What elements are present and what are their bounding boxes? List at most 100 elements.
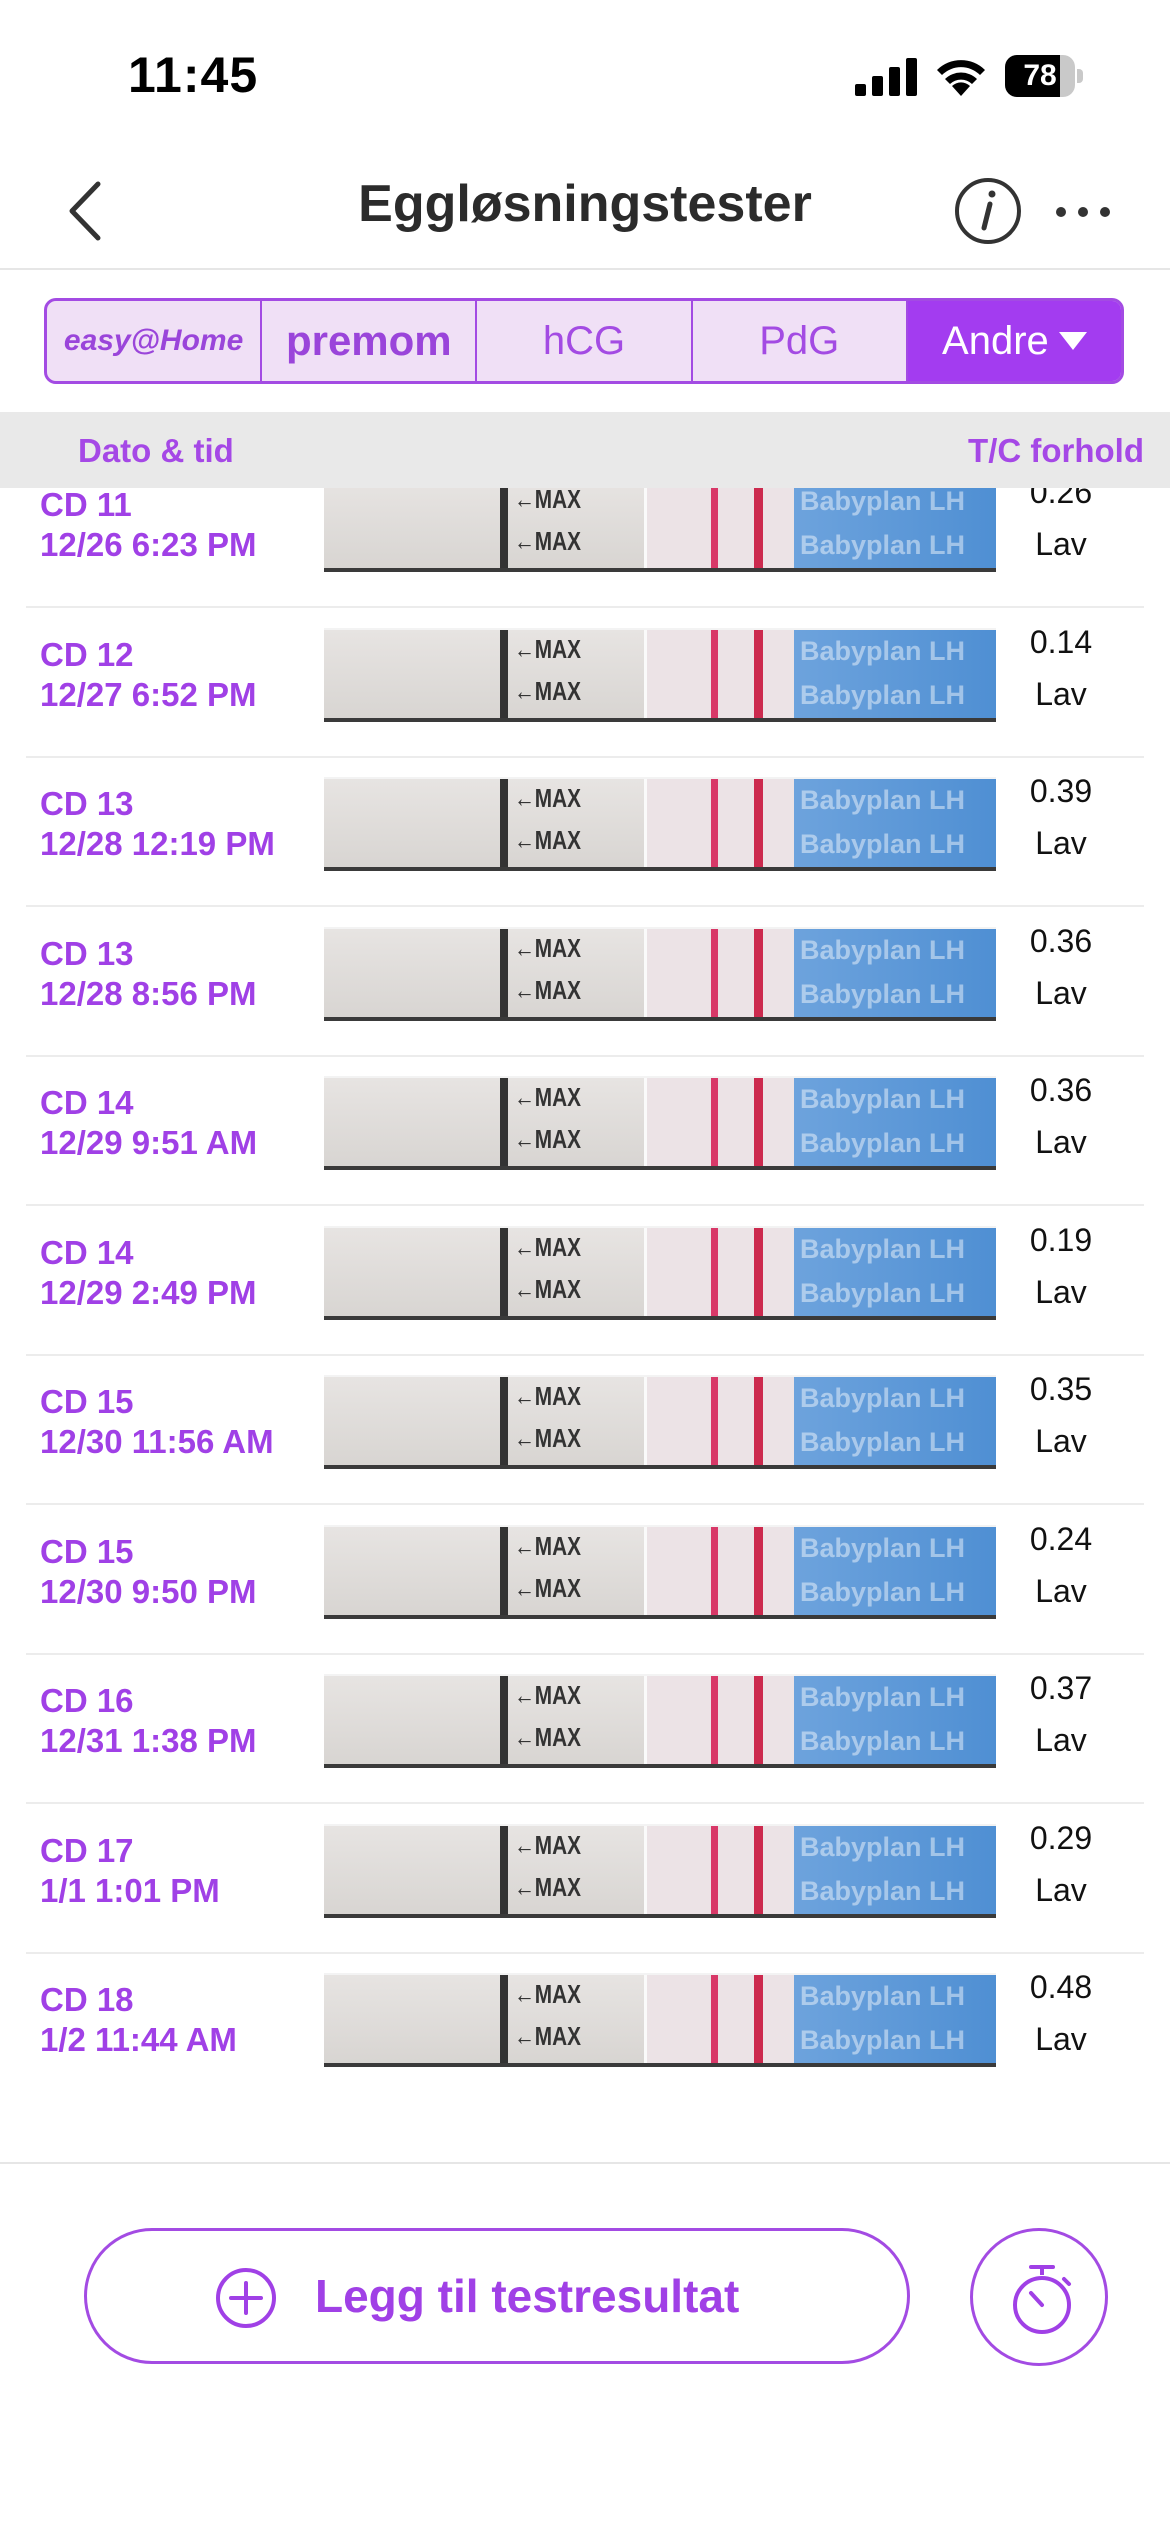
tc-ratio-value: 0.35 <box>1029 1371 1093 1407</box>
control-line <box>754 1377 763 1465</box>
control-line <box>754 1227 763 1316</box>
cycle-day: CD 15 <box>40 1532 134 1570</box>
max-label: ←MAX <box>514 1231 582 1262</box>
control-line <box>754 1078 763 1166</box>
strip-brand-label: Babyplan LH <box>800 978 966 1009</box>
table-row[interactable]: CD 14 12/29 9:51 AM ←MAX ←MAX Babyplan LH Bab… <box>26 1056 1144 1206</box>
timer-button[interactable] <box>970 2228 1108 2366</box>
max-label: ←MAX <box>514 1530 582 1561</box>
strip-brand-label: Babyplan LH <box>800 1233 966 1264</box>
test-strip-photo[interactable]: ←MAX ←MAX Babyplan LH Babyplan LH <box>324 926 996 1021</box>
test-line <box>711 488 718 568</box>
test-strip-photo[interactable]: ←MAX ←MAX Babyplan LH Babyplan LH <box>324 1225 996 1320</box>
result-level: Lav <box>1035 1871 1087 1908</box>
strip-brand-label: Babyplan LH <box>800 1831 966 1862</box>
cycle-day: CD 15 <box>40 1383 134 1420</box>
max-label: ←MAX <box>514 1273 582 1304</box>
table-row[interactable]: CD 17 1/1 1:01 PM ←MAX ←MAX Babyplan LH Babyp… <box>26 1804 1144 1954</box>
add-test-result-label: Legg til testresultat <box>315 2270 740 2322</box>
test-strip-photo[interactable]: ←MAX ←MAX Babyplan LH Babyplan LH <box>324 1674 996 1768</box>
max-label: ←MAX <box>514 1979 582 2009</box>
result-level: Lav <box>1035 974 1087 1011</box>
test-line <box>711 1377 718 1465</box>
chevron-left-icon[interactable] <box>62 178 112 244</box>
test-line <box>711 1526 718 1615</box>
tab-label: premom <box>285 317 452 364</box>
strip-brand-label: Babyplan LH <box>800 1128 966 1158</box>
strip-brand-label: Babyplan LH <box>800 635 966 666</box>
max-label: ←MAX <box>514 1680 582 1710</box>
info-icon[interactable] <box>953 176 1023 246</box>
test-strip-photo[interactable]: ←MAX ←MAX Babyplan LH Babyplan LH <box>324 627 996 722</box>
result-level: Lav <box>1035 1124 1087 1160</box>
test-line <box>711 1825 718 1914</box>
test-results-list: CD 11 12/26 6:23 PM ←MAX ←MAX Babyplan LH Bab… <box>0 488 1170 2100</box>
test-strip-photo[interactable]: ←MAX ←MAX Babyplan LH Babyplan LH <box>324 1076 996 1170</box>
column-header-date-time: Dato & tid <box>78 432 234 469</box>
tc-ratio-value: 0.39 <box>1029 773 1093 809</box>
max-label: ←MAX <box>514 1124 582 1154</box>
cycle-day: CD 12 <box>40 635 134 673</box>
result-level: Lav <box>1035 825 1087 861</box>
divider <box>0 2162 1170 2164</box>
max-label: ←MAX <box>514 1572 582 1603</box>
table-row[interactable]: CD 12 12/27 6:52 PM ←MAX ←MAX Babyplan LH Bab… <box>26 608 1144 758</box>
table-header: Dato & tid T/C forhold <box>0 412 1170 488</box>
cycle-day: CD 14 <box>40 1233 134 1271</box>
column-header-tc-ratio: T/C forhold <box>968 432 1144 469</box>
max-label: ←MAX <box>514 1381 582 1411</box>
tc-ratio-value: 0.37 <box>1029 1670 1093 1706</box>
control-line <box>754 1676 763 1764</box>
tab-pdg[interactable]: PdG <box>693 301 908 381</box>
tab-easy-at-home[interactable]: easy@Home <box>47 301 263 381</box>
test-strip-photo[interactable]: ←MAX ←MAX Babyplan LH Babyplan LH <box>324 1973 996 2067</box>
test-strip-photo[interactable]: ←MAX ←MAX Babyplan LH Babyplan LH <box>324 1823 996 1918</box>
table-row[interactable]: CD 15 12/30 11:56 AM ←MAX ←MAX Babyplan LH Ba… <box>26 1355 1144 1505</box>
test-strip-photo[interactable]: ←MAX ←MAX Babyplan LH Babyplan LH <box>324 488 996 572</box>
max-label: ←MAX <box>514 1082 582 1112</box>
strip-brand-label: Babyplan LH <box>800 1532 966 1563</box>
max-label: ←MAX <box>514 526 582 556</box>
max-label: ←MAX <box>514 1829 582 1860</box>
cycle-day: CD 17 <box>40 1831 134 1869</box>
max-label: ←MAX <box>514 488 582 514</box>
table-row[interactable]: CD 18 1/2 11:44 AM ←MAX ←MAX Babyplan LH Baby… <box>26 1953 1144 2100</box>
table-row[interactable]: CD 14 12/29 2:49 PM ←MAX ←MAX Babyplan LH Bab… <box>26 1206 1144 1356</box>
tc-ratio-value: 0.19 <box>1029 1221 1093 1258</box>
ellipsis-icon[interactable] <box>1053 204 1113 220</box>
control-line <box>754 488 763 568</box>
cycle-day: CD 18 <box>40 1981 134 2018</box>
tab-premom[interactable]: premom <box>262 301 478 381</box>
control-line <box>754 928 763 1017</box>
result-level: Lav <box>1035 526 1087 562</box>
test-datetime: 12/29 2:49 PM <box>40 1273 257 1311</box>
strip-brand-label: Babyplan LH <box>800 785 966 815</box>
tab-andre[interactable]: Andre <box>907 301 1121 381</box>
test-datetime: 1/1 1:01 PM <box>40 1871 220 1909</box>
result-level: Lav <box>1035 1722 1087 1758</box>
test-datetime: 12/27 6:52 PM <box>40 675 257 713</box>
add-test-result-button[interactable]: Legg til testresultat <box>84 2228 910 2364</box>
test-datetime: 12/28 8:56 PM <box>40 974 257 1012</box>
cycle-day: CD 13 <box>40 785 134 822</box>
max-label: ←MAX <box>514 675 582 706</box>
cycle-day: CD 11 <box>40 488 132 523</box>
test-datetime: 12/26 6:23 PM <box>40 526 257 563</box>
battery-icon: 78 <box>1005 55 1083 97</box>
strip-brand-label: Babyplan LH <box>800 1682 966 1712</box>
test-strip-photo[interactable]: ←MAX ←MAX Babyplan LH Babyplan LH <box>324 1524 996 1619</box>
table-row[interactable]: CD 16 12/31 1:38 PM ←MAX ←MAX Babyplan LH Bab… <box>26 1654 1144 1804</box>
cycle-day: CD 14 <box>40 1084 134 1121</box>
table-row[interactable]: CD 15 12/30 9:50 PM ←MAX ←MAX Babyplan LH Bab… <box>26 1505 1144 1655</box>
table-row[interactable]: CD 13 12/28 8:56 PM ←MAX ←MAX Babyplan LH Bab… <box>26 907 1144 1057</box>
table-row[interactable]: CD 13 12/28 12:19 PM ←MAX ←MAX Babyplan LH Ba… <box>26 757 1144 907</box>
test-strip-photo[interactable]: ←MAX ←MAX Babyplan LH Babyplan LH <box>324 1375 996 1469</box>
table-row[interactable]: CD 11 12/26 6:23 PM ←MAX ←MAX Babyplan LH Bab… <box>26 488 1144 608</box>
control-line <box>754 1526 763 1615</box>
test-strip-photo[interactable]: ←MAX ←MAX Babyplan LH Babyplan LH <box>324 777 996 871</box>
tab-hcg[interactable]: hCG <box>477 301 693 381</box>
battery-level: 78 <box>1023 59 1057 92</box>
max-label: ←MAX <box>514 1871 582 1902</box>
cellular-signal-icon <box>855 58 917 96</box>
result-level: Lav <box>1035 675 1087 712</box>
